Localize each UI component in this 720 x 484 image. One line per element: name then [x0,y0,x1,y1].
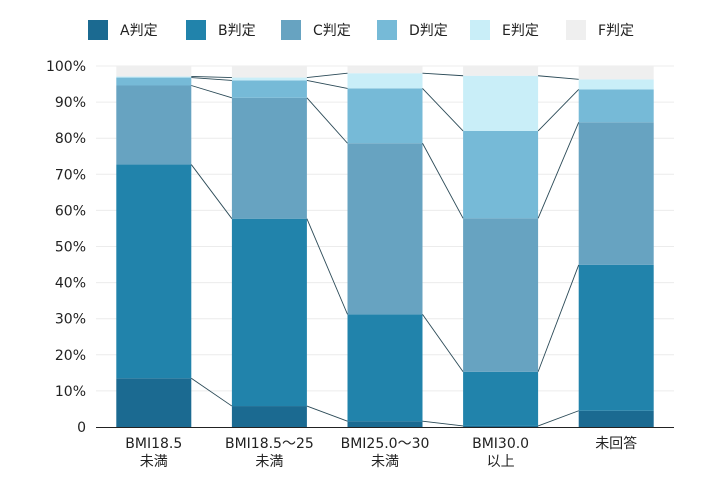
bar-segment [463,425,539,427]
bar-segment [578,89,654,123]
x-tick-label: 未満 [255,454,283,470]
connector-line [537,410,579,427]
legend-swatch [566,20,586,40]
bar-segment [578,79,654,90]
y-tick-label: 50% [55,240,86,256]
bar-segment [116,164,192,379]
y-tick-label: 10% [55,384,86,400]
connector-line [191,377,233,407]
bar-segment [116,378,192,427]
bar-segment [463,130,539,219]
y-tick-label: 100% [46,59,86,75]
x-tick-label: BMI25.0～30 [341,436,430,452]
bar-segment [578,122,654,265]
connector-line [422,72,464,77]
x-tick-label: BMI18.5 [125,436,182,452]
bar-segment [116,85,192,165]
y-tick-label: 30% [55,312,86,328]
bar-segment [116,76,192,78]
connector-line [422,420,464,427]
legend-swatch [470,20,490,40]
bar-segment [463,75,539,131]
y-tick-label: 80% [55,131,86,147]
connector-line [422,88,464,132]
bar-segment [347,314,423,422]
y-tick-label: 40% [55,276,86,292]
bar-segment [347,66,423,74]
connector-line [191,76,232,79]
x-tick-label: 未回答 [595,435,637,452]
connector-line [306,218,348,315]
bar-segment [347,143,423,315]
bar-segment [231,406,307,427]
bar-segment [231,77,307,81]
connector-line [537,89,580,132]
connector-line [190,164,233,219]
legend-label: C判定 [313,23,351,39]
connector-line [306,72,348,78]
bar-segment [347,421,423,427]
bar-segment [463,371,539,426]
bar-segment [231,218,307,407]
legend-label: B判定 [218,23,256,39]
bar-segment [231,66,307,78]
legend-label: F判定 [598,23,634,39]
bar-segment [231,80,307,98]
y-tick-label: 90% [55,95,86,111]
legend-label: D判定 [409,23,448,39]
connector-line [538,75,579,80]
x-tick-label: 未満 [371,454,399,470]
connector-line [191,77,232,81]
legend-swatch [281,20,301,40]
bar-segment [463,218,539,372]
bar-segment [116,77,192,86]
x-tick-label: BMI30.0 [472,436,529,452]
bar-segment [231,97,307,219]
x-tick-label: 以上 [487,454,515,470]
x-tick-label: BMI18.5～25 [225,436,314,452]
legend-swatch [186,20,206,40]
connector-line [422,143,464,219]
bar-segment [347,88,423,144]
bar-segment [578,66,654,80]
connector-line [537,264,580,372]
connector-line [537,122,580,219]
y-tick-label: 0 [77,420,86,436]
connector-line [306,97,348,144]
y-tick-label: 20% [55,348,86,364]
connector-line [191,85,233,99]
bar-segment [347,73,423,89]
y-tick-label: 70% [55,167,86,183]
legend-swatch [88,20,108,40]
x-tick-label: 未満 [140,454,168,470]
legend-label: E判定 [502,23,539,39]
y-tick-label: 60% [55,203,86,219]
bar-segment [463,66,539,76]
bar-segment [578,410,654,427]
legend-swatch [377,20,397,40]
connector-line [422,314,464,373]
bar-segment [578,264,654,411]
legend-label: A判定 [120,23,158,39]
connector-line [306,79,348,89]
bar-segment [116,66,192,77]
connector-line [306,405,348,422]
